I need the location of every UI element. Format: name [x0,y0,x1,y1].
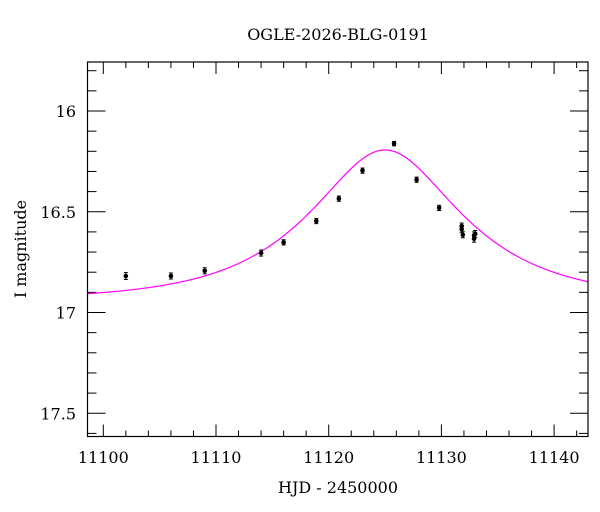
point-marker [436,205,442,211]
data-point [314,217,319,225]
data-point [360,167,365,174]
data-point [258,249,264,257]
y-axis-label: I magnitude [11,200,30,298]
y-tick-labels: 16 16.5 17 17.5 [40,102,76,423]
x-tick-label: 11140 [529,448,580,467]
model-curve-group [87,149,588,295]
data-point [281,239,286,246]
data-point [168,272,174,280]
data-point [202,267,208,275]
point-marker [281,240,286,245]
model-curve [87,149,588,295]
data-point [391,140,397,147]
x-tick-label: 11120 [303,448,354,467]
point-marker [168,273,174,279]
point-marker [414,177,419,183]
point-marker [360,168,365,173]
point-marker [123,273,129,279]
data-point [336,195,342,202]
x-tick-label: 11100 [78,448,129,467]
data-point [472,229,478,238]
data-point [459,225,464,233]
y-tick-label: 16.5 [40,203,76,222]
axis-ticks [87,62,588,437]
y-tick-label: 17 [56,304,76,323]
point-marker [202,268,208,274]
point-marker [472,231,478,237]
x-tick-label: 11110 [191,448,242,467]
data-points [123,140,478,280]
data-point [414,176,419,183]
point-marker [314,218,319,224]
data-point [436,204,442,212]
x-tick-label: 11130 [416,448,467,467]
y-tick-label: 17.5 [40,404,76,423]
point-marker [391,141,397,146]
point-marker [460,232,466,238]
plot-frame [86,61,589,438]
x-tick-labels: 11100 11110 11120 11130 11140 [78,448,580,467]
x-axis-label: HJD - 2450000 [278,478,398,497]
point-marker [336,196,342,201]
point-marker [459,226,464,232]
y-tick-label: 16 [56,102,76,121]
chart-title: OGLE-2026-BLG-0191 [247,25,429,44]
data-point [123,272,129,280]
data-point [460,231,466,239]
point-marker [258,250,264,256]
